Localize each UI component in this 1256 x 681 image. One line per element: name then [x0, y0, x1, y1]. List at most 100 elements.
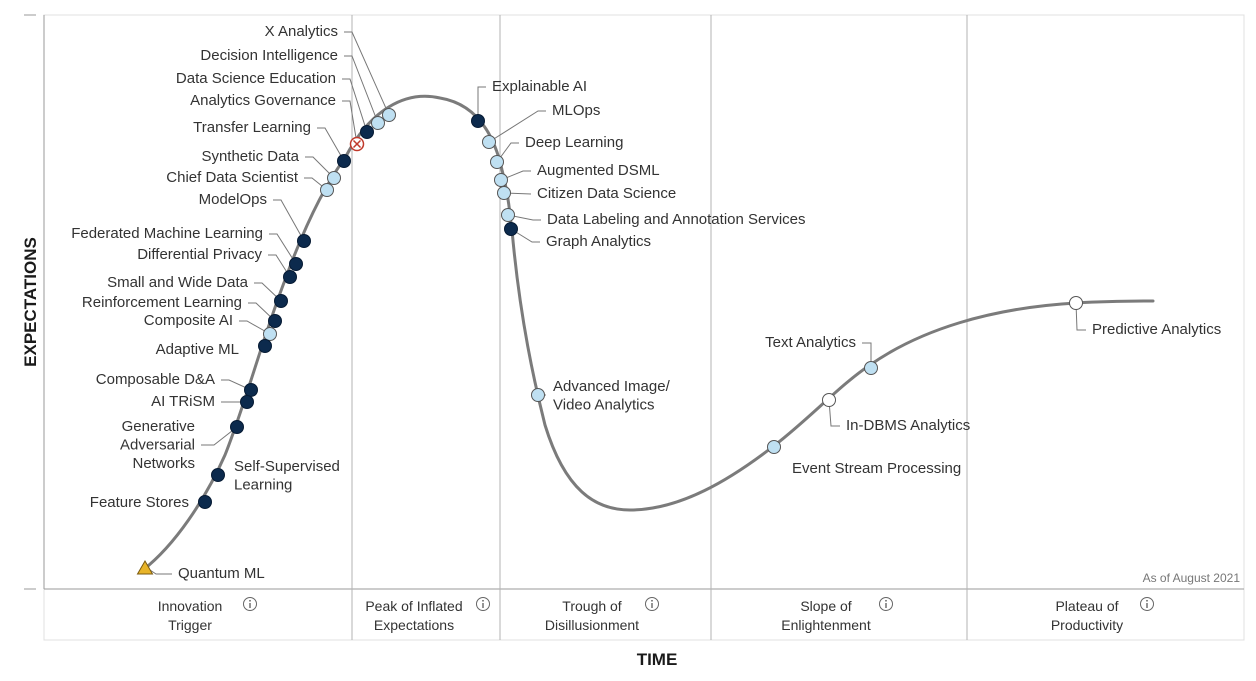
marker-advanced-image-video-analytics[interactable]	[531, 388, 545, 402]
label-deep-learning[interactable]: Deep Learning	[525, 134, 623, 151]
leader-line-small-and-wide-data	[254, 282, 282, 302]
marker-citizen-data-science[interactable]	[497, 186, 511, 200]
technology-labels: X Analytics Decision Intelligence Data Sci…	[71, 23, 1221, 582]
phase-labels: Innovation Trigger Peak of Inflated Expecta…	[158, 597, 1154, 633]
label-chief-data-scientist[interactable]: Chief Data Scientist	[166, 169, 299, 186]
label-ai-trism[interactable]: AI TRiSM	[151, 393, 215, 410]
label-generative-adversarial-networks[interactable]: Generative Adversarial Networks	[120, 418, 195, 472]
x-axis-label: TIME	[637, 650, 678, 669]
label-quantum-ml[interactable]: Quantum ML	[178, 565, 265, 582]
leader-line-predictive-analytics	[1075, 302, 1086, 331]
label-data-labeling-and-annotation-services[interactable]: Data Labeling and Annotation Services	[547, 211, 806, 228]
marker-x-analytics[interactable]	[382, 108, 396, 122]
marker-self-supervised-learning[interactable]	[211, 468, 225, 482]
y-axis-label: EXPECTATIONS	[21, 237, 40, 367]
marker-augmented-dsml[interactable]	[494, 173, 508, 187]
leader-line-synthetic-data	[305, 156, 335, 179]
info-icon[interactable]	[645, 597, 659, 611]
info-icon[interactable]	[243, 597, 257, 611]
leader-line-mlops	[488, 110, 546, 143]
label-mlops[interactable]: MLOps	[552, 102, 600, 119]
leader-line-transfer-learning	[317, 127, 345, 162]
leader-line-analytics-governance	[342, 100, 358, 145]
leader-line-decision-intelligence	[344, 55, 379, 124]
label-text-analytics[interactable]: Text Analytics	[765, 334, 856, 351]
phase-label-slope-of-enlightenment: Slope of Enlightenment	[781, 598, 871, 633]
info-icon[interactable]	[476, 597, 490, 611]
marker-event-stream-processing[interactable]	[767, 440, 781, 454]
leader-line-generative-adversarial-networks	[201, 426, 238, 446]
label-transfer-learning[interactable]: Transfer Learning	[193, 119, 311, 136]
marker-mlops[interactable]	[482, 135, 496, 149]
marker-modelops[interactable]	[297, 234, 311, 248]
label-in-dbms-analytics[interactable]: In-DBMS Analytics	[846, 417, 970, 434]
marker-data-labeling-and-annotation-services[interactable]	[501, 208, 515, 222]
leader-line-data-science-education	[342, 78, 368, 133]
marker-in-dbms-analytics[interactable]	[822, 393, 836, 407]
leader-line-explainable-ai	[477, 86, 486, 121]
marker-predictive-analytics[interactable]	[1069, 296, 1083, 310]
marker-composable-danda[interactable]	[244, 383, 258, 397]
label-advanced-image-video-analytics[interactable]: Advanced Image/Video Analytics	[553, 378, 671, 414]
leader-line-composite-ai	[239, 320, 271, 335]
label-reinforcement-learning[interactable]: Reinforcement Learning	[82, 294, 242, 311]
marker-generative-adversarial-networks[interactable]	[230, 420, 244, 434]
label-x-analytics[interactable]: X Analytics	[265, 23, 338, 40]
leader-line-reinforcement-learning	[248, 302, 276, 322]
leader-line-quantum-ml	[149, 569, 172, 575]
label-explainable-ai[interactable]: Explainable AI	[492, 78, 587, 95]
marker-synthetic-data[interactable]	[327, 171, 341, 185]
label-decision-intelligence[interactable]: Decision Intelligence	[200, 47, 338, 64]
marker-decision-intelligence[interactable]	[371, 116, 385, 130]
marker-differential-privacy[interactable]	[283, 270, 297, 284]
label-augmented-dsml[interactable]: Augmented DSML	[537, 162, 660, 179]
chart-frame	[24, 14, 1245, 641]
marker-adaptive-ml[interactable]	[258, 339, 272, 353]
label-event-stream-processing[interactable]: Event Stream Processing	[792, 460, 961, 477]
leader-line-text-analytics	[862, 342, 872, 368]
marker-ai-trism[interactable]	[240, 395, 254, 409]
label-differential-privacy[interactable]: Differential Privacy	[137, 246, 262, 263]
label-feature-stores[interactable]: Feature Stores	[90, 494, 189, 511]
label-predictive-analytics[interactable]: Predictive Analytics	[1092, 321, 1221, 338]
marker-small-and-wide-data[interactable]	[274, 294, 288, 308]
leader-line-augmented-dsml	[500, 170, 531, 181]
label-citizen-data-science[interactable]: Citizen Data Science	[537, 185, 676, 202]
leader-line-in-dbms-analytics	[828, 399, 840, 427]
label-self-supervised-learning[interactable]: Self-Supervised Learning	[234, 458, 340, 494]
info-icon[interactable]	[879, 597, 893, 611]
label-composable-danda[interactable]: Composable D&A	[96, 371, 215, 388]
marker-deep-learning[interactable]	[490, 155, 504, 169]
leader-line-graph-analytics	[510, 228, 540, 243]
info-icon[interactable]	[1140, 597, 1154, 611]
marker-chief-data-scientist[interactable]	[320, 183, 334, 197]
label-data-science-education[interactable]: Data Science Education	[176, 70, 336, 87]
marker-data-science-education[interactable]	[360, 125, 374, 139]
label-analytics-governance[interactable]: Analytics Governance	[190, 92, 336, 109]
leader-line-differential-privacy	[268, 254, 291, 278]
label-synthetic-data[interactable]: Synthetic Data	[201, 148, 299, 165]
marker-analytics-governance[interactable]	[349, 136, 365, 152]
leader-line-data-labeling-and-annotation-services	[507, 214, 541, 221]
marker-reinforcement-learning[interactable]	[268, 314, 282, 328]
label-federated-machine-learning[interactable]: Federated Machine Learning	[71, 225, 263, 242]
label-graph-analytics[interactable]: Graph Analytics	[546, 233, 651, 250]
label-composite-ai[interactable]: Composite AI	[144, 312, 233, 329]
marker-composite-ai[interactable]	[263, 327, 277, 341]
label-small-and-wide-data[interactable]: Small and Wide Data	[107, 274, 249, 291]
as-of-note: As of August 2021	[1143, 571, 1241, 585]
leader-line-x-analytics	[344, 31, 390, 116]
phase-label-peak-of-inflated-expectations: Peak of Inflated Expectations	[365, 598, 462, 633]
leader-lines	[149, 31, 1086, 575]
marker-graph-analytics[interactable]	[504, 222, 518, 236]
marker-feature-stores[interactable]	[198, 495, 212, 509]
label-modelops[interactable]: ModelOps	[199, 191, 267, 208]
label-adaptive-ml[interactable]: Adaptive ML	[156, 341, 239, 358]
marker-quantum-ml[interactable]	[136, 559, 154, 575]
marker-explainable-ai[interactable]	[471, 114, 485, 128]
phase-label-plateau-of-productivity: Plateau of Productivity	[1051, 598, 1123, 633]
marker-transfer-learning[interactable]	[337, 154, 351, 168]
marker-text-analytics[interactable]	[864, 361, 878, 375]
marker-federated-machine-learning[interactable]	[289, 257, 303, 271]
